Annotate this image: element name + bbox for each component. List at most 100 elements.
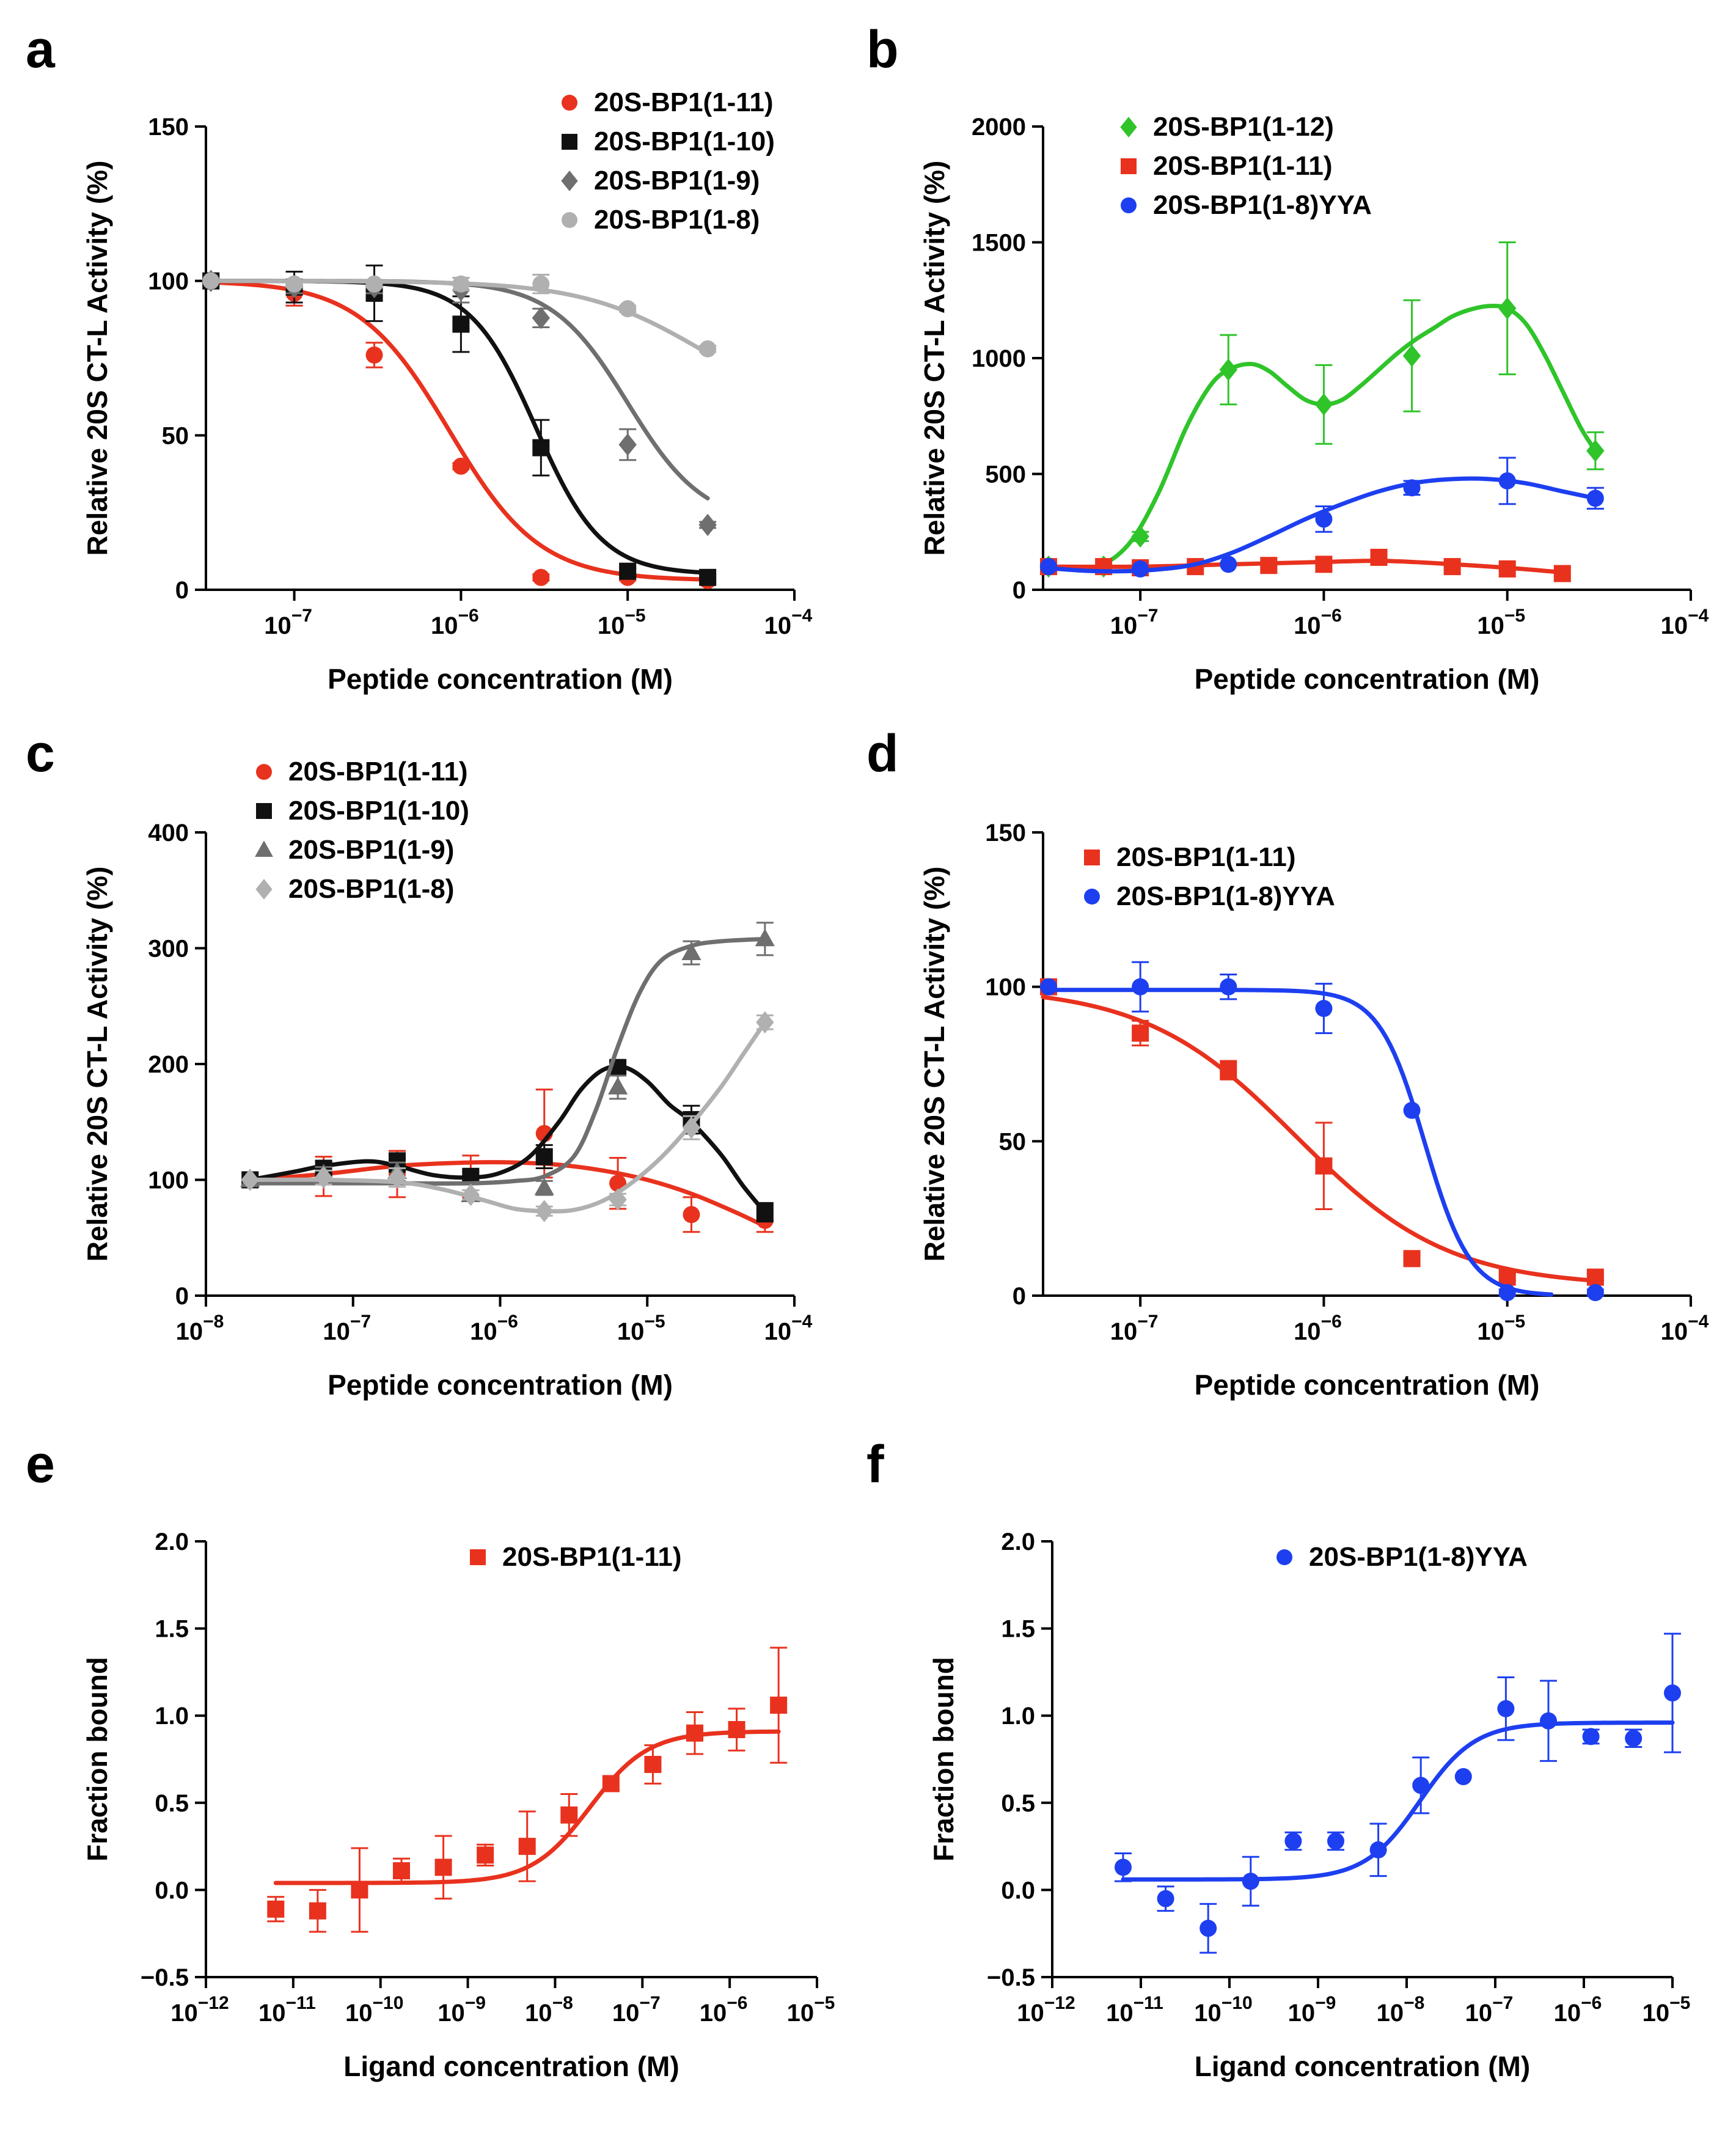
panel-e: e−0.50.00.51.01.52.010−12 10−11 10−10 10−9 1… [26, 1435, 835, 2082]
data-point [1498, 472, 1516, 490]
data-point [1131, 525, 1149, 548]
data-point [1582, 1728, 1600, 1745]
x-tick-exponent: −4 [1688, 606, 1709, 626]
legend-label: 20S-BP1(1-8)YYA [1116, 881, 1335, 911]
x-tick-exponent: −5 [1669, 1993, 1690, 2013]
x-tick-base: 10 [1017, 2000, 1044, 2027]
x-tick-label: 10−4 [764, 606, 813, 639]
legend-marker [255, 879, 273, 900]
data-point [1314, 393, 1333, 416]
panel-letter: f [866, 1435, 884, 1494]
x-tick-base: 10 [1106, 2000, 1134, 2027]
x-tick-label: 10−5 [787, 1993, 835, 2027]
legend-marker [561, 171, 578, 191]
x-tick-base: 10 [617, 1318, 645, 1345]
y-tick-label: 1500 [972, 230, 1026, 257]
x-tick-base: 10 [1294, 612, 1321, 639]
data-point [1454, 1768, 1472, 1786]
panel-letter: b [866, 20, 899, 79]
data-point [644, 1756, 662, 1774]
data-point [1553, 565, 1571, 582]
data-point [534, 1177, 554, 1195]
series-b-0 [1039, 241, 1605, 578]
x-tick-exponent: −7 [1137, 1312, 1158, 1332]
x-tick-base: 10 [431, 612, 458, 639]
x-tick-base: 10 [1661, 612, 1688, 639]
y-tick-label: 500 [985, 461, 1026, 488]
x-tick-exponent: −12 [1044, 1993, 1075, 2013]
data-point [518, 1838, 536, 1855]
x-tick-base: 10 [700, 2000, 727, 2027]
x-tick-exponent: −10 [1221, 1993, 1253, 2013]
data-point [1498, 1268, 1516, 1286]
x-tick-exponent: −5 [624, 606, 645, 626]
x-tick-exponent: −6 [497, 1312, 518, 1332]
y-tick-label: 0.0 [155, 1877, 189, 1904]
data-point [618, 433, 637, 456]
data-point [1220, 978, 1237, 996]
x-tick-label: 10−9 [438, 1993, 486, 2027]
x-tick-exponent: −7 [1137, 606, 1158, 626]
data-point [365, 275, 383, 293]
series-b-2 [1040, 457, 1604, 578]
x-tick-exponent: −7 [1492, 1993, 1513, 2013]
data-point [1132, 978, 1149, 996]
x-tick-label: 10−8 [176, 1312, 224, 1345]
x-tick-exponent: −5 [814, 1993, 835, 2013]
data-point [683, 1206, 700, 1224]
y-tick-label: 2.0 [155, 1529, 189, 1555]
x-tick-base: 10 [1194, 2000, 1221, 2027]
x-tick-base: 10 [1477, 612, 1504, 639]
legend-label: 20S-BP1(1-11) [288, 757, 467, 787]
data-point [461, 1183, 480, 1206]
y-axis-title: Fraction bound [928, 1657, 959, 1862]
legend-label: 20S-BP1(1-10) [288, 796, 469, 826]
data-point [699, 340, 717, 358]
fit-curve [1041, 995, 1598, 1283]
y-tick-label: 2000 [972, 114, 1026, 141]
x-tick-base: 10 [1661, 1318, 1688, 1345]
x-axis-title: Peptide concentration (M) [328, 663, 673, 695]
series-c-3 [241, 1011, 774, 1222]
x-tick-label: 10−12 [1017, 1993, 1075, 2027]
y-axis-title: Relative 20S CT-L Activity (%) [918, 867, 950, 1262]
data-point [452, 315, 470, 333]
y-tick-label: −0.5 [987, 1964, 1035, 1991]
y-tick-label: 0.5 [155, 1790, 189, 1817]
x-tick-base: 10 [345, 2000, 373, 2027]
y-tick-label: 100 [148, 268, 189, 295]
x-tick-base: 10 [1110, 1318, 1138, 1345]
data-point [452, 275, 470, 293]
legend-label: 20S-BP1(1-11) [594, 87, 773, 117]
x-tick-label: 10−5 [617, 1312, 665, 1345]
data-point [1315, 556, 1333, 573]
y-tick-label: 400 [148, 820, 189, 846]
x-axis-title: Ligand concentration (M) [1195, 2050, 1530, 2082]
legend-marker [256, 764, 272, 780]
x-tick-exponent: −7 [291, 606, 312, 626]
data-point [202, 272, 220, 290]
panel-letter: d [866, 724, 899, 783]
x-tick-label: 10−5 [1477, 606, 1525, 639]
y-tick-label: −0.5 [141, 1964, 189, 1991]
x-tick-base: 10 [258, 2000, 286, 2027]
y-tick-label: 100 [148, 1167, 189, 1194]
x-tick-base: 10 [612, 2000, 640, 2027]
y-tick-label: 1.5 [1001, 1616, 1035, 1643]
fit-curve [1041, 988, 1554, 1297]
data-point [1260, 557, 1278, 574]
y-tick-label: 1.0 [155, 1703, 189, 1730]
x-tick-label: 10−5 [1643, 1993, 1691, 2027]
data-point [609, 1188, 627, 1211]
x-tick-base: 10 [1477, 1318, 1504, 1345]
legend-label: 20S-BP1(1-8)YYA [1153, 190, 1372, 220]
x-tick-base: 10 [176, 1318, 203, 1345]
data-point [532, 275, 550, 293]
x-tick-exponent: −4 [791, 1312, 813, 1332]
x-tick-base: 10 [598, 612, 625, 639]
x-tick-exponent: −11 [1134, 1993, 1163, 2013]
data-point [1403, 1250, 1421, 1268]
